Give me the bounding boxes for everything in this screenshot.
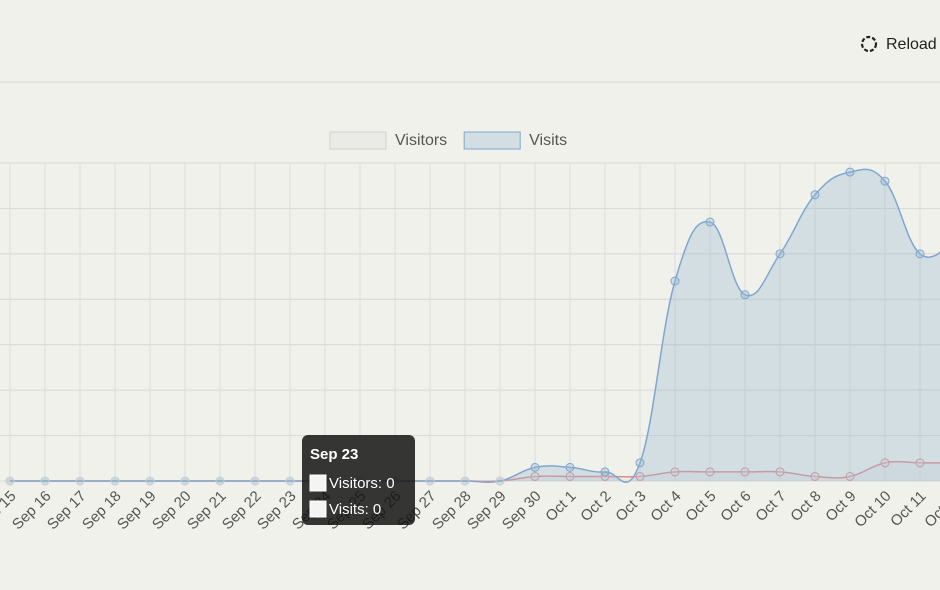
x-tick-label: Oct 11 bbox=[887, 488, 929, 530]
legend-swatch bbox=[463, 131, 521, 150]
reload-label[interactable]: Reload bbox=[886, 36, 937, 53]
data-point bbox=[670, 276, 680, 286]
data-point bbox=[40, 476, 50, 486]
data-point bbox=[845, 471, 855, 481]
data-point bbox=[5, 476, 15, 486]
series-line bbox=[10, 168, 940, 483]
x-tick-label: Oct 12 bbox=[921, 488, 940, 531]
x-tick-label: Oct 3 bbox=[612, 488, 649, 525]
x-tick-label: Oct 8 bbox=[787, 488, 824, 525]
tooltip-swatch bbox=[309, 500, 327, 518]
data-point bbox=[180, 476, 190, 486]
x-tick-label: Oct 5 bbox=[682, 488, 719, 525]
x-tick-label: Oct 10 bbox=[851, 488, 894, 531]
data-point bbox=[565, 462, 575, 472]
data-point bbox=[705, 467, 715, 477]
data-point bbox=[110, 476, 120, 486]
x-tick-label: Oct 2 bbox=[577, 488, 614, 525]
tooltip-swatch bbox=[309, 474, 327, 492]
data-point bbox=[880, 458, 890, 468]
data-point bbox=[775, 249, 785, 259]
data-point bbox=[285, 476, 295, 486]
x-tick-label: Oct 1 bbox=[542, 488, 579, 525]
x-tick-label: Oct 6 bbox=[717, 488, 754, 525]
data-point bbox=[530, 462, 540, 472]
legend-label: Visits bbox=[529, 132, 567, 149]
data-point bbox=[215, 476, 225, 486]
data-point bbox=[425, 476, 435, 486]
data-point bbox=[810, 471, 820, 481]
data-point bbox=[75, 476, 85, 486]
reload-icon bbox=[860, 35, 878, 53]
data-point bbox=[775, 467, 785, 477]
tooltip-item: Visitors: 0 bbox=[329, 475, 395, 492]
data-point bbox=[600, 467, 610, 477]
legend: Visitors Visits bbox=[329, 131, 567, 150]
series-area bbox=[10, 169, 940, 483]
data-point bbox=[740, 467, 750, 477]
data-point bbox=[880, 176, 890, 186]
data-point bbox=[810, 190, 820, 200]
data-point bbox=[915, 458, 925, 468]
data-point bbox=[635, 471, 645, 481]
data-point bbox=[705, 217, 715, 227]
data-point bbox=[460, 476, 470, 486]
data-point bbox=[670, 467, 680, 477]
data-point bbox=[635, 458, 645, 468]
legend-label: Visitors bbox=[395, 132, 447, 149]
tooltip-box bbox=[302, 435, 415, 525]
tooltip-title: Sep 23 bbox=[310, 446, 358, 463]
x-tick-label: Oct 4 bbox=[647, 488, 684, 525]
data-point bbox=[740, 290, 750, 300]
data-point bbox=[530, 471, 540, 481]
reload-button[interactable]: Reload bbox=[860, 35, 937, 53]
legend-swatch bbox=[329, 131, 387, 150]
x-tick-label: Sep 30 bbox=[499, 488, 545, 534]
tooltip: Sep 23 Visitors: 0 Visits: 0 bbox=[302, 435, 415, 525]
data-point bbox=[565, 471, 575, 481]
series-area bbox=[10, 461, 940, 482]
data-point bbox=[845, 167, 855, 177]
data-point bbox=[495, 476, 505, 486]
data-point bbox=[250, 476, 260, 486]
data-point bbox=[145, 476, 155, 486]
x-tick-label: Oct 7 bbox=[752, 488, 789, 525]
tooltip-item: Visits: 0 bbox=[329, 501, 381, 518]
data-point bbox=[915, 249, 925, 259]
